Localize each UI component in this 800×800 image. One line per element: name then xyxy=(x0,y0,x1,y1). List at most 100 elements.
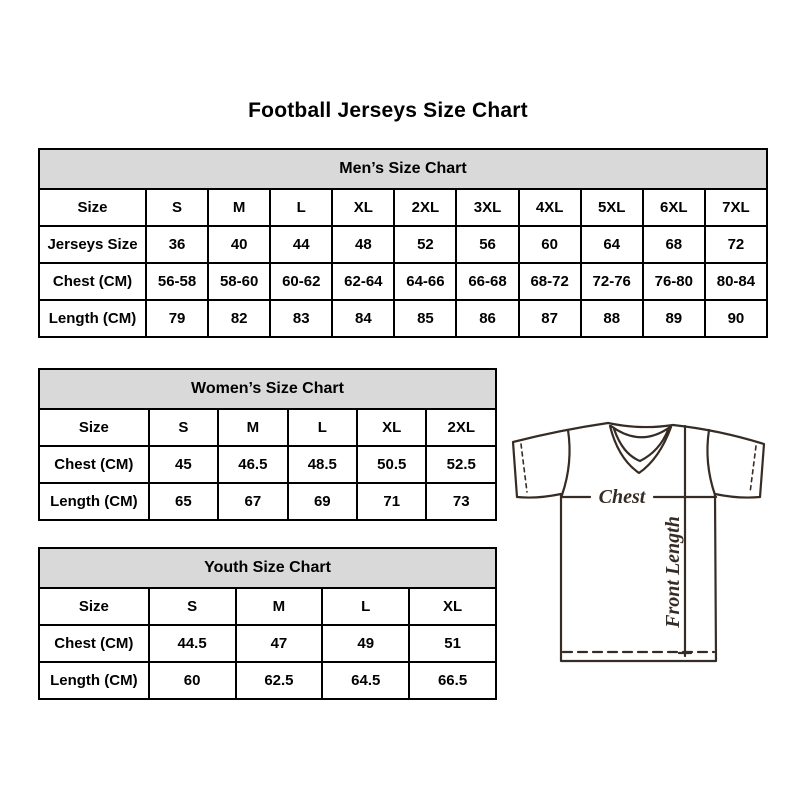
table-cell: 87 xyxy=(517,299,582,338)
table-cell: 85 xyxy=(393,299,458,338)
column-header: 4XL xyxy=(517,188,582,227)
jersey-outline xyxy=(511,421,766,663)
column-header: L xyxy=(286,408,359,447)
table-cell: 36 xyxy=(145,225,210,264)
table-row: Chest (CM) 56-58 58-60 60-62 62-64 64-66 66-68… xyxy=(37,262,769,301)
table-cell: 72 xyxy=(703,225,769,264)
column-header: L xyxy=(321,587,411,626)
mens-size-table: Men’s Size Chart Size S M L XL 2XL 3XL 4XL 5XL 6XL… xyxy=(37,148,769,338)
table-row: Chest (CM) 45 46.5 48.5 50.5 52.5 xyxy=(38,445,497,484)
column-header: M xyxy=(207,188,272,227)
table-cell: 65 xyxy=(147,482,220,521)
table-cell: 44 xyxy=(269,225,334,264)
table-row: Length (CM) 60 62.5 64.5 66.5 xyxy=(38,661,497,700)
column-header: 2XL xyxy=(393,188,458,227)
table-cell: 45 xyxy=(147,445,220,484)
section-header-row: Women’s Size Chart xyxy=(38,368,497,410)
youth-size-table: Youth Size Chart Size S M L XL Chest (CM) 44.5 4… xyxy=(38,547,497,700)
column-header: 2XL xyxy=(425,408,497,447)
table-cell: 88 xyxy=(579,299,644,338)
left-cuff-dashed-line xyxy=(520,443,528,493)
column-header-row: Size S M L XL 2XL 3XL 4XL 5XL 6XL 7XL xyxy=(37,188,769,227)
table-cell: 79 xyxy=(145,299,210,338)
table-cell: 52 xyxy=(393,225,458,264)
table-cell: 58-60 xyxy=(207,262,272,301)
row-label: Size xyxy=(37,188,148,227)
column-header: M xyxy=(217,408,289,447)
row-label: Size xyxy=(38,408,150,447)
column-header-row: Size S M L XL 2XL xyxy=(38,408,497,447)
column-header: 6XL xyxy=(641,188,706,227)
table-cell: 56-58 xyxy=(145,262,210,301)
collar-v-inner xyxy=(612,427,670,463)
column-header: XL xyxy=(356,408,428,447)
table-cell: 84 xyxy=(331,299,396,338)
table-cell: 72-76 xyxy=(579,262,644,301)
mens-section-header: Men’s Size Chart xyxy=(38,148,768,190)
row-label: Chest (CM) xyxy=(37,262,148,301)
table-cell: 90 xyxy=(703,299,769,338)
collar-back-curve xyxy=(609,424,672,439)
chest-label: Chest xyxy=(599,486,647,508)
table-cell: 60-62 xyxy=(269,262,334,301)
table-cell: 80-84 xyxy=(703,262,769,301)
table-cell: 64-66 xyxy=(393,262,458,301)
table-cell: 76-80 xyxy=(641,262,706,301)
row-label: Chest (CM) xyxy=(38,624,150,663)
table-cell: 64.5 xyxy=(321,661,411,700)
table-cell: 67 xyxy=(217,482,289,521)
row-label: Length (CM) xyxy=(38,482,150,521)
table-cell: 66-68 xyxy=(455,262,520,301)
table-row: Jerseys Size 36 40 44 48 52 56 60 64 68 72 xyxy=(37,225,769,264)
column-header: S xyxy=(147,408,220,447)
table-cell: 86 xyxy=(455,299,520,338)
right-sleeve-seam xyxy=(706,428,717,497)
table-cell: 52.5 xyxy=(425,445,497,484)
table-cell: 68 xyxy=(641,225,706,264)
table-cell: 46.5 xyxy=(217,445,289,484)
row-label: Size xyxy=(38,587,150,626)
table-cell: 89 xyxy=(641,299,706,338)
row-label: Length (CM) xyxy=(38,661,150,700)
table-cell: 40 xyxy=(207,225,272,264)
table-cell: 60 xyxy=(517,225,582,264)
table-cell: 73 xyxy=(425,482,497,521)
table-cell: 44.5 xyxy=(147,624,237,663)
table-cell: 64 xyxy=(579,225,644,264)
table-cell: 83 xyxy=(269,299,334,338)
jersey-illustration: Chest Front Length xyxy=(511,421,766,663)
jersey-measurement-diagram: Chest Front Length xyxy=(505,400,780,680)
youth-section-header: Youth Size Chart xyxy=(38,547,497,589)
collar-top-edge xyxy=(606,421,675,429)
right-cuff-dashed-line xyxy=(749,445,757,494)
table-row: Length (CM) 65 67 69 71 73 xyxy=(38,482,497,521)
row-label: Chest (CM) xyxy=(38,445,150,484)
collar-v-outer xyxy=(608,424,673,475)
column-header-row: Size S M L XL xyxy=(38,587,497,626)
womens-size-table: Women’s Size Chart Size S M L XL 2XL Chest (CM)… xyxy=(38,368,497,521)
table-row: Length (CM) 79 82 83 84 85 86 87 88 89 90 xyxy=(37,299,769,338)
table-cell: 47 xyxy=(234,624,324,663)
table-cell: 71 xyxy=(356,482,428,521)
column-header: S xyxy=(145,188,210,227)
table-cell: 49 xyxy=(321,624,411,663)
front-length-label: Front Length xyxy=(662,516,684,629)
table-cell: 48.5 xyxy=(286,445,359,484)
page-title: Football Jerseys Size Chart xyxy=(248,99,528,122)
table-cell: 66.5 xyxy=(408,661,497,700)
table-cell: 82 xyxy=(207,299,272,338)
table-cell: 62.5 xyxy=(234,661,324,700)
column-header: M xyxy=(234,587,324,626)
column-header: XL xyxy=(408,587,497,626)
table-cell: 60 xyxy=(147,661,237,700)
column-header: 5XL xyxy=(579,188,644,227)
table-cell: 50.5 xyxy=(356,445,428,484)
column-header: S xyxy=(147,587,237,626)
row-label: Jerseys Size xyxy=(37,225,148,264)
table-cell: 62-64 xyxy=(331,262,396,301)
table-row: Chest (CM) 44.5 47 49 51 xyxy=(38,624,497,663)
left-sleeve-seam xyxy=(560,428,571,497)
column-header: 7XL xyxy=(703,188,769,227)
table-cell: 56 xyxy=(455,225,520,264)
